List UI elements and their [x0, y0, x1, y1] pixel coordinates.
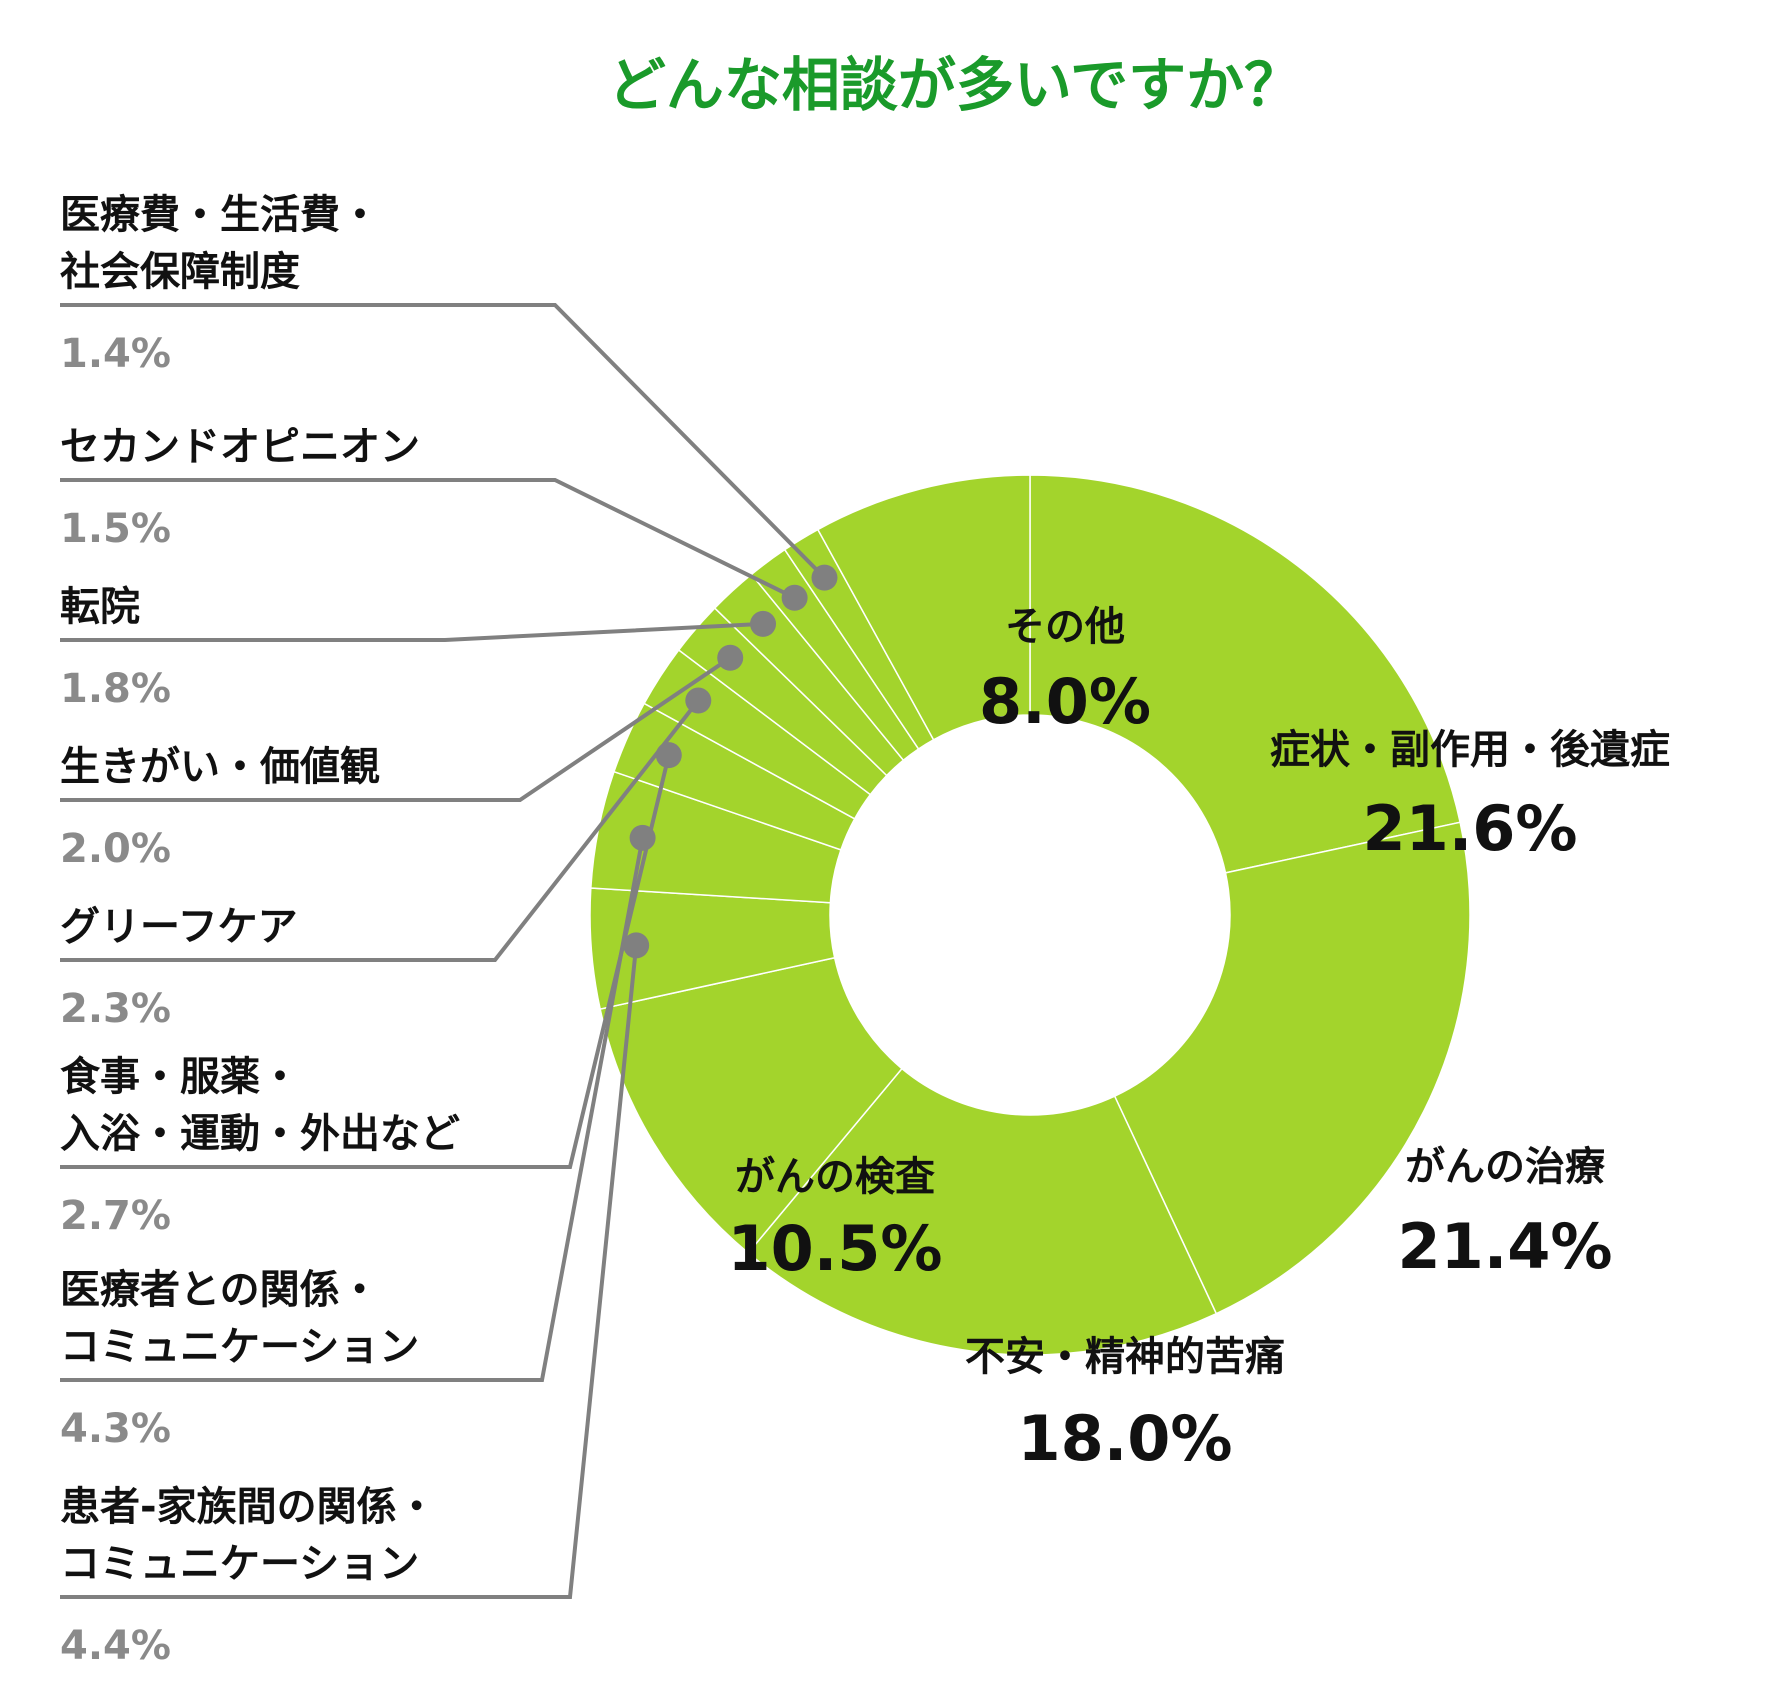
outside-label-9-line-0: 転院 — [60, 584, 140, 630]
slice-percent-1: 21.4% — [1397, 1210, 1612, 1283]
leader-line-9 — [60, 621, 764, 642]
inside-labels-group: 症状・副作用・後遺症 21.6% がんの治療 21.4% 不安・精神的苦痛 18.0% がん… — [727, 604, 1670, 1475]
slice-12 — [816, 474, 1031, 741]
chart-title: どんな相談が多いですか？ — [608, 51, 1302, 119]
leader-line-8 — [60, 656, 732, 802]
slice-label-0: 症状・副作用・後遺症 — [1270, 727, 1670, 773]
outside-label-11-line-1: 社会保障制度 — [60, 249, 300, 295]
outside-percent-5: 4.3% — [60, 1406, 171, 1452]
leader-dot-7 — [685, 687, 712, 714]
outside-label-11-line-0: 医療費・生活費・ — [60, 192, 380, 238]
leader-line-11 — [60, 303, 826, 580]
outside-percent-10: 1.5% — [60, 506, 171, 552]
slice-percent-0: 21.6% — [1362, 792, 1577, 865]
outside-label-5-line-1: コミュニケーション — [60, 1324, 419, 1370]
slice-3 — [599, 956, 903, 1255]
slice-percent-3: 10.5% — [727, 1212, 942, 1285]
slice-2 — [747, 1067, 1218, 1356]
outside-label-5-line-0: 医療者との関係・ — [60, 1267, 380, 1313]
leader-dot-10 — [781, 584, 808, 611]
leader-line-7 — [60, 699, 700, 962]
slice-label-12: その他 — [1005, 604, 1125, 650]
leader-dot-8 — [717, 644, 744, 671]
outside-label-6-line-1: 入浴・運動・外出など — [60, 1111, 460, 1157]
outside-label-4-line-0: 患者-家族間の関係・ — [60, 1484, 437, 1530]
leader-line-5 — [60, 837, 645, 1382]
slice-1 — [1113, 821, 1471, 1315]
leader-line-6 — [60, 754, 671, 1169]
leader-lines-group — [60, 303, 838, 1599]
outside-percent-6: 2.7% — [60, 1193, 171, 1239]
outside-percent-7: 2.3% — [60, 986, 171, 1032]
outside-labels-group: 患者-家族間の関係・コミュニケーション 4.4% 医療者との関係・コミュニケーション… — [60, 192, 460, 1669]
outside-percent-9: 1.8% — [60, 666, 171, 712]
slices-group — [589, 474, 1471, 1356]
outside-label-4-line-1: コミュニケーション — [60, 1541, 419, 1587]
leader-dot-9 — [750, 610, 777, 637]
slice-0 — [1029, 474, 1462, 874]
slice-percent-2: 18.0% — [1017, 1402, 1232, 1475]
outside-percent-4: 4.4% — [60, 1623, 171, 1669]
leader-dot-11 — [811, 564, 838, 591]
outside-percent-11: 1.4% — [60, 331, 171, 377]
slice-label-2: 不安・精神的苦痛 — [965, 1334, 1285, 1380]
leader-line-10 — [60, 478, 796, 600]
outside-label-6-line-0: 食事・服薬・ — [60, 1054, 300, 1100]
outside-percent-8: 2.0% — [60, 826, 171, 872]
slice-label-1: がんの治療 — [1405, 1144, 1606, 1190]
leader-line-4 — [60, 945, 639, 1599]
slice-label-3: がんの検査 — [735, 1154, 935, 1200]
leader-dot-4 — [623, 932, 650, 959]
outside-label-8-line-0: 生きがい・価値観 — [60, 744, 380, 790]
slice-percent-12: 8.0% — [979, 665, 1151, 738]
outside-label-7-line-0: グリーフケア — [60, 904, 298, 950]
outside-label-10-line-0: セカンドオピニオン — [60, 424, 420, 470]
leader-dot-6 — [655, 742, 682, 769]
